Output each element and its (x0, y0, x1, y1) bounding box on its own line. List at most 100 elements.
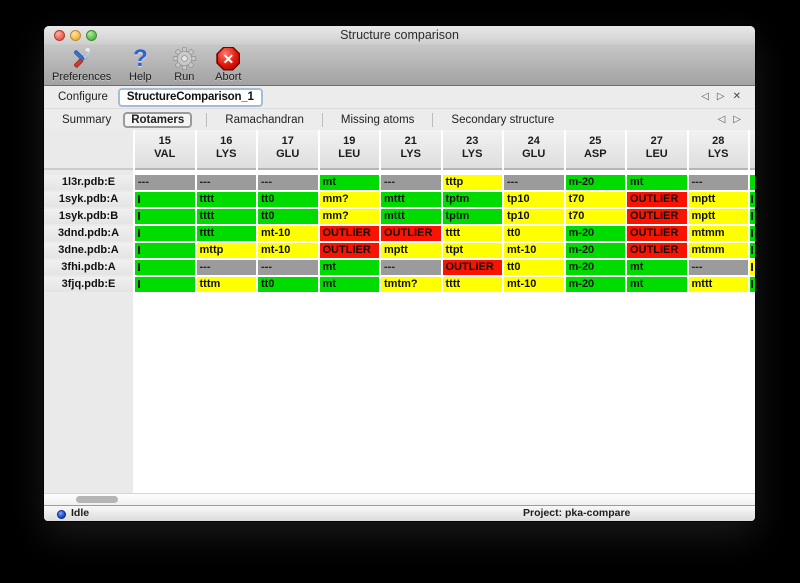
close-window-button[interactable] (54, 30, 65, 41)
rotamer-cell[interactable]: mttt (381, 209, 441, 224)
rotamer-cell[interactable]: mptt (688, 209, 748, 224)
column-header-28[interactable]: 28 LYS (688, 130, 748, 170)
rotamer-cell[interactable]: t70 (565, 209, 625, 224)
rotamer-cell[interactable]: OUTLIER (442, 260, 502, 275)
rotamer-cell[interactable]: tttp (442, 175, 502, 190)
rotamer-cell-partial[interactable] (750, 175, 755, 190)
rotamer-cell[interactable]: mt-10 (258, 226, 318, 241)
row-label[interactable]: 1syk.pdb:B (44, 209, 133, 224)
rotamer-cell[interactable]: mt-10 (504, 243, 564, 258)
rotamer-cell[interactable]: mt (627, 260, 687, 275)
rotamer-cell[interactable]: mptt (688, 192, 748, 207)
tab-summary[interactable]: Summary (62, 113, 112, 126)
rotamer-cell[interactable]: tptm (442, 209, 502, 224)
rotamer-cell-partial[interactable] (750, 192, 755, 207)
rotamer-cell-partial[interactable] (750, 226, 755, 241)
rotamer-cell[interactable] (135, 277, 195, 292)
column-header-27[interactable]: 27 LEU (627, 130, 687, 170)
tab-rotamers[interactable]: Rotamers (123, 111, 193, 128)
configuration-name-field[interactable]: StructureComparison_1 (117, 87, 263, 107)
row-label[interactable]: 1l3r.pdb:E (44, 175, 133, 190)
rotamer-cell[interactable]: OUTLIER (319, 243, 379, 258)
config-next-button[interactable]: ▷ (716, 91, 725, 102)
tab-missing-atoms[interactable]: Missing atoms (340, 113, 415, 126)
rotamer-cell[interactable]: m-20 (565, 243, 625, 258)
rotamer-cell[interactable]: OUTLIER (381, 226, 441, 241)
rotamer-cell[interactable]: OUTLIER (627, 226, 687, 241)
rotamer-cell[interactable]: OUTLIER (627, 209, 687, 224)
rotamer-cell[interactable]: mt-10 (504, 277, 564, 292)
rotamer-cell-partial[interactable] (750, 209, 755, 224)
rotamer-cell[interactable]: mm? (319, 192, 379, 207)
rotamer-cell[interactable]: tttm (196, 277, 256, 292)
column-header-25[interactable]: 25 ASP (565, 130, 625, 170)
rotamer-cell-partial[interactable] (750, 260, 755, 275)
rotamer-cell[interactable]: --- (196, 260, 256, 275)
rotamer-cell[interactable]: mttt (381, 192, 441, 207)
rotamer-cell[interactable] (135, 243, 195, 258)
rotamer-cell[interactable]: tt0 (258, 192, 318, 207)
rotamer-cell[interactable]: tttt (196, 192, 256, 207)
rotamer-cell[interactable]: tptm (442, 192, 502, 207)
horizontal-scrollbar[interactable] (44, 493, 755, 505)
column-header-15[interactable]: 15 VAL (135, 130, 195, 170)
rotamer-cell[interactable]: OUTLIER (627, 243, 687, 258)
rotamer-cell[interactable]: --- (258, 175, 318, 190)
rotamer-cell[interactable] (135, 192, 195, 207)
rotamer-cell[interactable]: mt (319, 175, 379, 190)
rotamer-cell[interactable]: OUTLIER (319, 226, 379, 241)
tab-ramachandran[interactable]: Ramachandran (225, 113, 304, 126)
rotamer-cell[interactable]: tmtm? (381, 277, 441, 292)
row-label[interactable]: 1syk.pdb:A (44, 192, 133, 207)
help-button[interactable]: ? Help (125, 45, 155, 83)
rotamer-cell[interactable]: --- (688, 175, 748, 190)
rotamer-cell[interactable]: mt (627, 277, 687, 292)
rotamer-cell[interactable]: mtmm (688, 226, 748, 241)
row-label[interactable]: 3dnd.pdb:A (44, 226, 133, 241)
rotamer-cell[interactable]: tttt (442, 277, 502, 292)
rotamer-cell[interactable]: OUTLIER (627, 192, 687, 207)
rotamer-cell[interactable]: mtmm (688, 243, 748, 258)
scrollbar-thumb[interactable] (76, 496, 118, 503)
tabs-scroll-left-button[interactable]: ◁ (717, 113, 726, 125)
rotamer-cell[interactable]: ttpt (442, 243, 502, 258)
rotamer-cell[interactable]: --- (688, 260, 748, 275)
rotamer-cell[interactable]: tp10 (504, 192, 564, 207)
rotamer-cell[interactable]: m-20 (565, 277, 625, 292)
abort-button[interactable]: ✕ Abort (213, 45, 243, 83)
rotamer-cell[interactable]: --- (381, 175, 441, 190)
rotamer-cell[interactable]: mttp (196, 243, 256, 258)
rotamer-cell[interactable]: tt0 (504, 226, 564, 241)
rotamer-cell[interactable]: tttt (196, 209, 256, 224)
tab-secondary-structure[interactable]: Secondary structure (451, 113, 555, 126)
rotamer-cell-partial[interactable] (750, 277, 755, 292)
rotamer-cell[interactable]: --- (381, 260, 441, 275)
rotamer-cell[interactable] (135, 226, 195, 241)
rotamer-cell[interactable]: tp10 (504, 209, 564, 224)
row-label[interactable]: 3dne.pdb:A (44, 243, 133, 258)
rotamer-cell[interactable]: m-20 (565, 175, 625, 190)
row-label[interactable]: 3fhi.pdb:A (44, 260, 133, 275)
rotamer-cell[interactable]: m-20 (565, 226, 625, 241)
rotamer-cell[interactable]: mt (319, 260, 379, 275)
rotamer-cell-partial[interactable] (750, 243, 755, 258)
rotamer-cell[interactable]: t70 (565, 192, 625, 207)
tabs-scroll-right-button[interactable]: ▷ (733, 113, 741, 125)
column-header-23[interactable]: 23 LYS (442, 130, 502, 170)
rotamer-cell[interactable]: tt0 (258, 209, 318, 224)
rotamer-cell[interactable]: mptt (381, 243, 441, 258)
rotamer-cell[interactable]: --- (196, 175, 256, 190)
rotamer-cell[interactable]: --- (258, 260, 318, 275)
rotamer-cell[interactable]: m-20 (565, 260, 625, 275)
rotamer-cell[interactable]: mt (627, 175, 687, 190)
rotamer-cell[interactable]: tttt (196, 226, 256, 241)
row-label[interactable]: 3fjq.pdb:E (44, 277, 133, 292)
column-header-19[interactable]: 19 LEU (319, 130, 379, 170)
rotamer-cell[interactable] (135, 209, 195, 224)
rotamer-cell[interactable]: tt0 (504, 260, 564, 275)
rotamer-cell[interactable]: mttt (688, 277, 748, 292)
rotamer-cell[interactable]: mm? (319, 209, 379, 224)
rotamer-cell[interactable] (135, 260, 195, 275)
minimize-window-button[interactable] (70, 30, 81, 41)
column-header-24[interactable]: 24 GLU (504, 130, 564, 170)
